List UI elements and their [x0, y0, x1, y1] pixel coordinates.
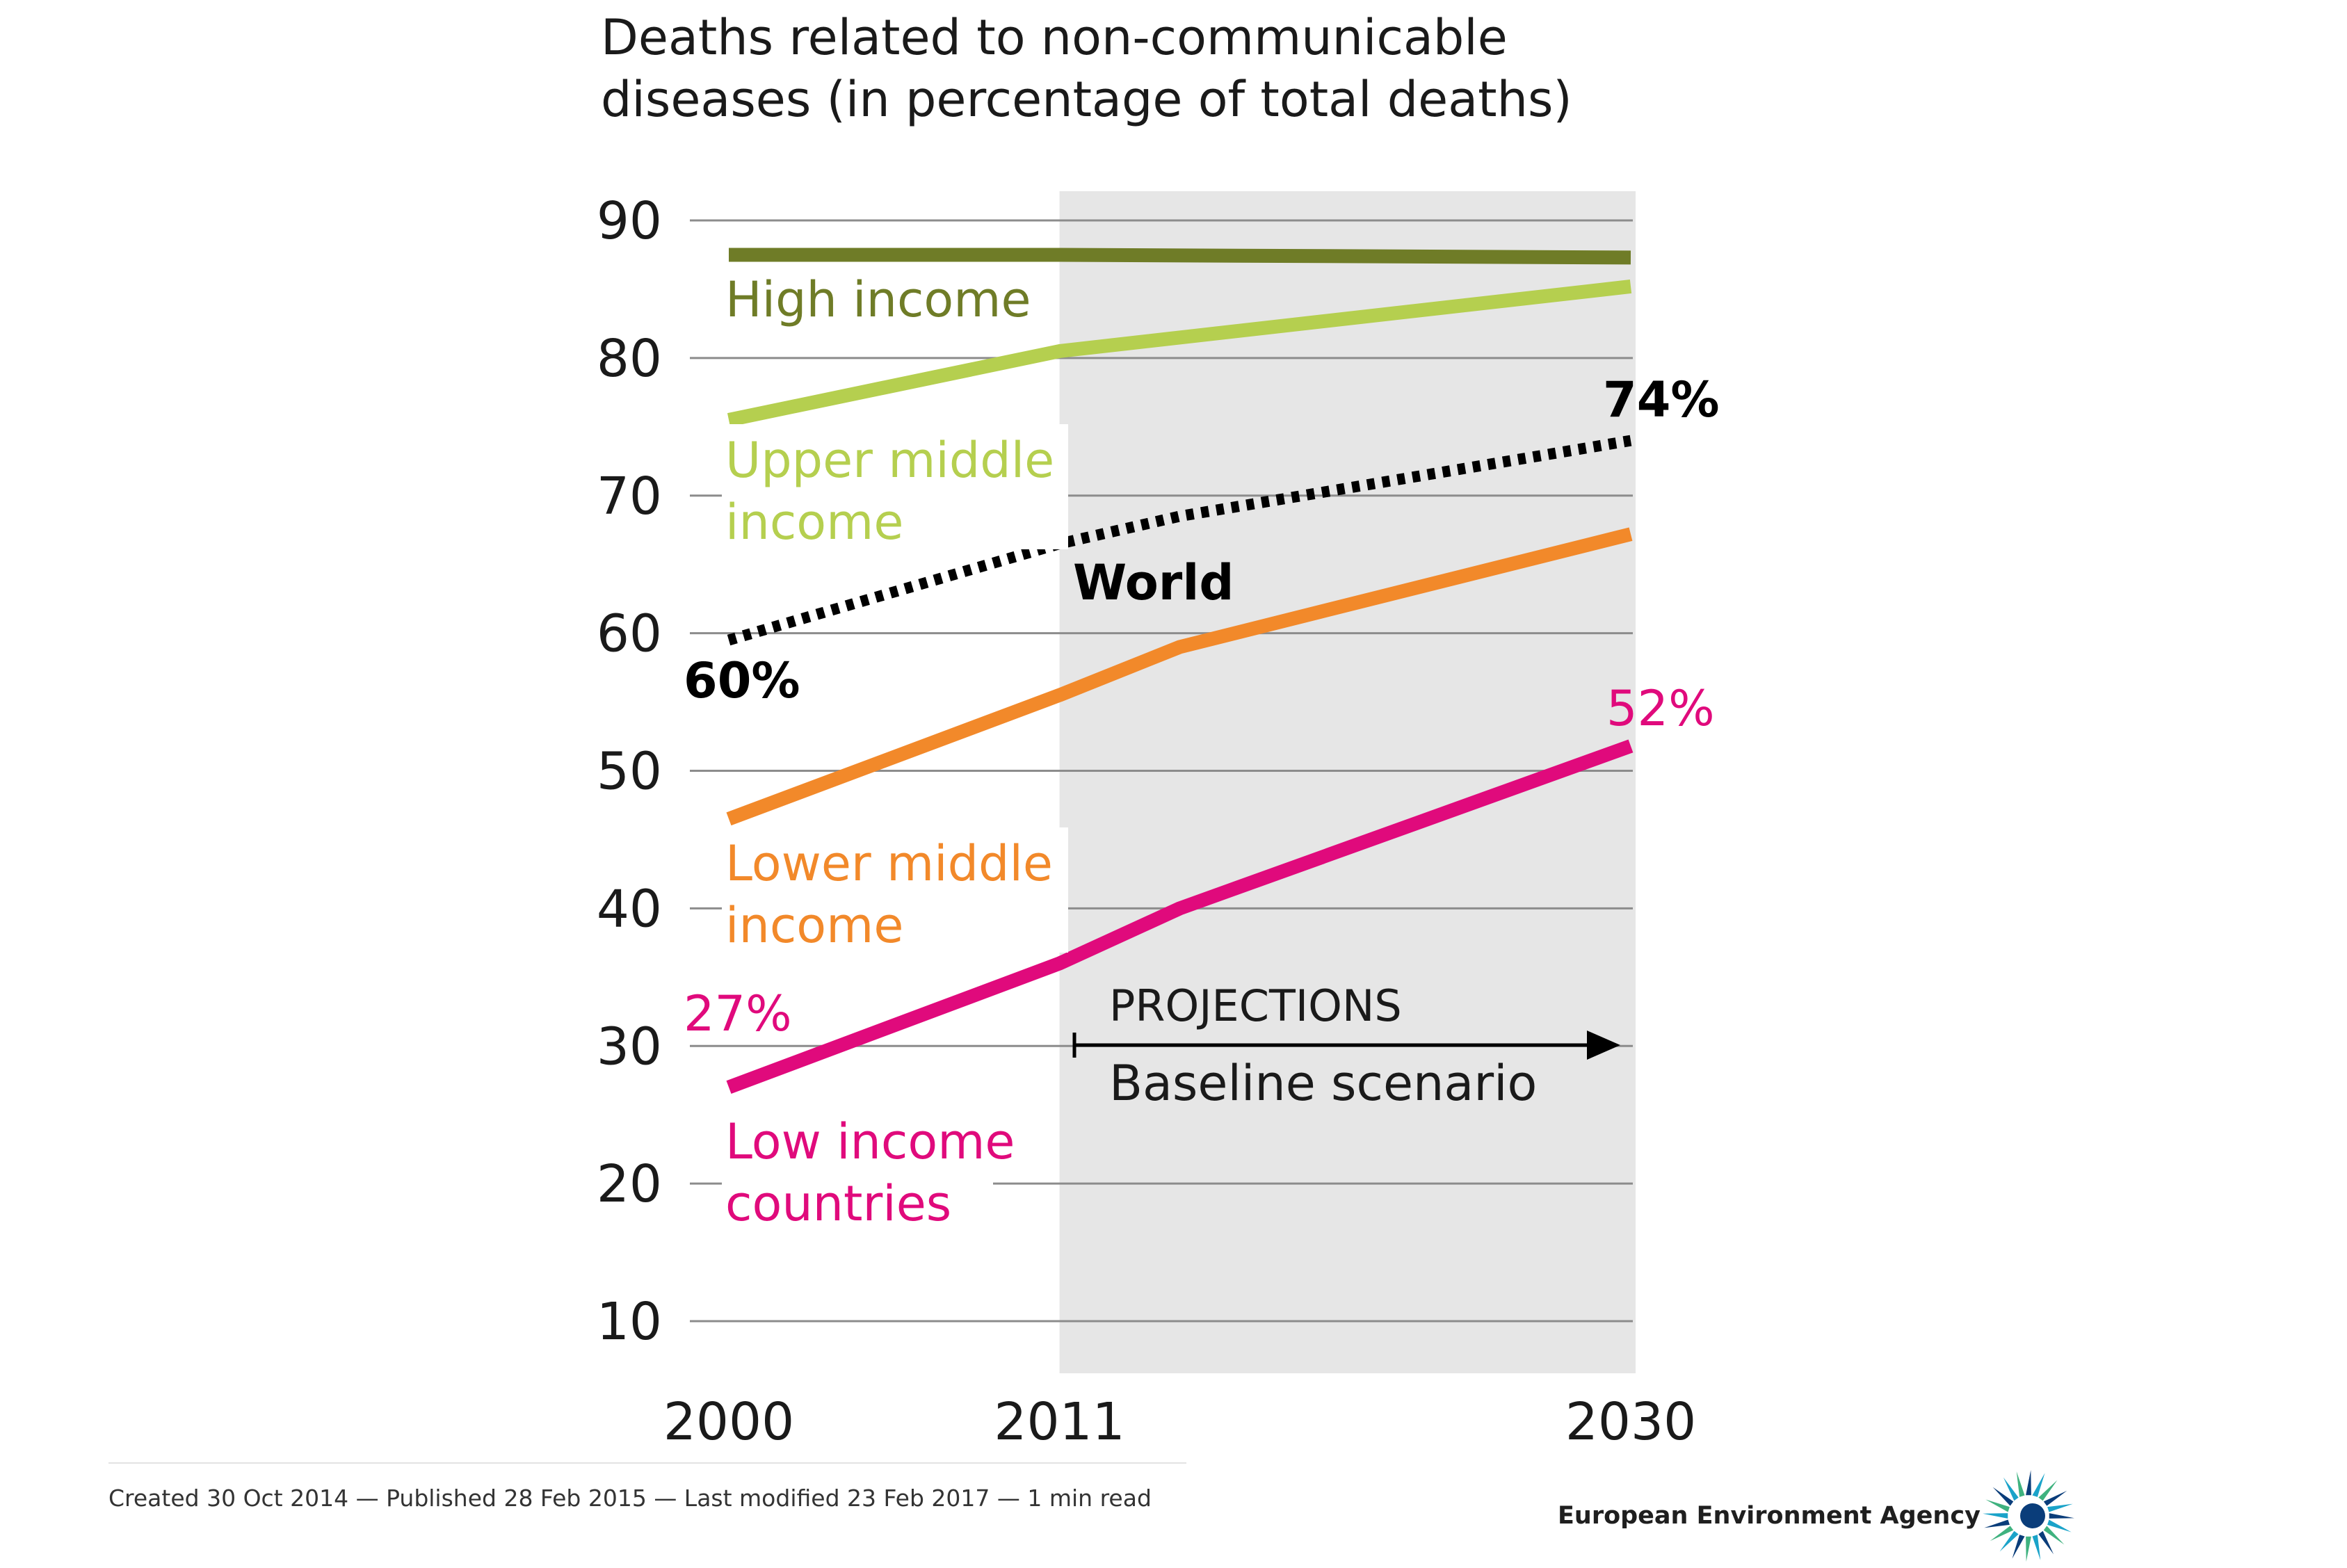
- logo-core: [2020, 1503, 2045, 1528]
- label-lower-middle-income: Lower middle income: [722, 827, 1068, 954]
- y-tick-30: 30: [597, 1017, 662, 1076]
- series-line-lower: [726, 527, 1633, 826]
- logo-ray: [2043, 1490, 2067, 1506]
- projections-arrow-head: [1587, 1030, 1620, 1060]
- x-axis-ticks: 2000 2011 2030: [663, 1392, 1696, 1452]
- logo-ray: [2038, 1530, 2054, 1555]
- label-lower-line-2: income: [725, 897, 903, 954]
- label-high-income-text: High income: [725, 271, 1031, 328]
- label-world-text: World: [1073, 554, 1234, 611]
- logo-ray: [2003, 1477, 2019, 1501]
- label-low-start: 27%: [684, 985, 792, 1042]
- x-tick-2030: 2030: [1565, 1392, 1696, 1452]
- logo-ray: [2038, 1480, 2058, 1501]
- label-lower-bg: [722, 827, 1068, 953]
- eea-sun-logo-icon: [1983, 1470, 2074, 1562]
- logo-ray: [1992, 1487, 2014, 1506]
- series-line-upper: [727, 280, 1632, 427]
- y-tick-10: 10: [597, 1292, 662, 1352]
- label-world: World 60% 74%: [684, 371, 1720, 709]
- label-high-income: High income: [725, 271, 1031, 328]
- y-tick-70: 70: [597, 467, 662, 526]
- label-low-end: 52%: [1606, 680, 1715, 737]
- label-low-line-2: countries: [725, 1175, 951, 1232]
- scenario-label: Baseline scenario: [1109, 1055, 1537, 1112]
- series-line-high: [729, 248, 1631, 265]
- label-upper-bg: [722, 424, 1068, 549]
- logo-ray: [1985, 1499, 2010, 1512]
- projections-label: PROJECTIONS: [1109, 980, 1402, 1031]
- label-low-line-1: Low income: [725, 1113, 1015, 1170]
- logo-ray: [2032, 1473, 2045, 1497]
- logo-ray: [2026, 1470, 2031, 1496]
- series-line-world: [727, 435, 1632, 646]
- chart-title-line-1: Deaths related to non-communicable: [601, 9, 1508, 66]
- label-lower-line-1: Lower middle: [725, 835, 1053, 892]
- series-line-low: [726, 739, 1634, 1094]
- logo-ray: [2026, 1536, 2031, 1562]
- y-tick-80: 80: [597, 329, 662, 389]
- series-lines: [726, 248, 1634, 1094]
- logo-ray: [2049, 1513, 2074, 1519]
- logo-ray: [2012, 1535, 2025, 1559]
- chart-title-line-2: diseases (in percentage of total deaths): [601, 71, 1572, 128]
- y-tick-90: 90: [597, 191, 662, 251]
- logo-ray: [2032, 1535, 2041, 1560]
- label-low-income: Low income countries 27% 52%: [684, 680, 1715, 1232]
- logo-ray: [2047, 1503, 2073, 1512]
- label-low-bg: [722, 1106, 993, 1231]
- y-axis-ticks: 10 20 30 40 50 60 70 80 90: [597, 191, 662, 1352]
- label-upper-line-2: income: [725, 494, 903, 551]
- logo-ray: [2047, 1519, 2072, 1533]
- y-tick-20: 20: [597, 1154, 662, 1214]
- logo-ray: [2016, 1471, 2025, 1497]
- y-tick-50: 50: [597, 742, 662, 802]
- logo-ray: [1984, 1519, 2010, 1528]
- logo-ray: [2043, 1526, 2065, 1545]
- y-tick-60: 60: [597, 604, 662, 664]
- label-upper-middle-income: Upper middle income: [722, 424, 1068, 551]
- logo-ray: [1990, 1526, 2014, 1542]
- footer-divider: [108, 1462, 1186, 1464]
- y-tick-40: 40: [597, 879, 662, 939]
- footer-meta: Created 30 Oct 2014 — Published 28 Feb 2…: [108, 1485, 1152, 1512]
- brand-name: European Environment Agency: [1558, 1502, 1981, 1530]
- logo-ray: [1999, 1530, 2019, 1552]
- label-world-start: 60%: [684, 652, 800, 709]
- x-tick-2000: 2000: [663, 1392, 794, 1452]
- logo-ray: [1983, 1513, 2008, 1519]
- projections-annotation: PROJECTIONS Baseline scenario: [1072, 980, 1620, 1112]
- label-world-end: 74%: [1603, 371, 1720, 428]
- label-upper-line-1: Upper middle: [725, 432, 1054, 489]
- x-tick-2011: 2011: [994, 1392, 1124, 1452]
